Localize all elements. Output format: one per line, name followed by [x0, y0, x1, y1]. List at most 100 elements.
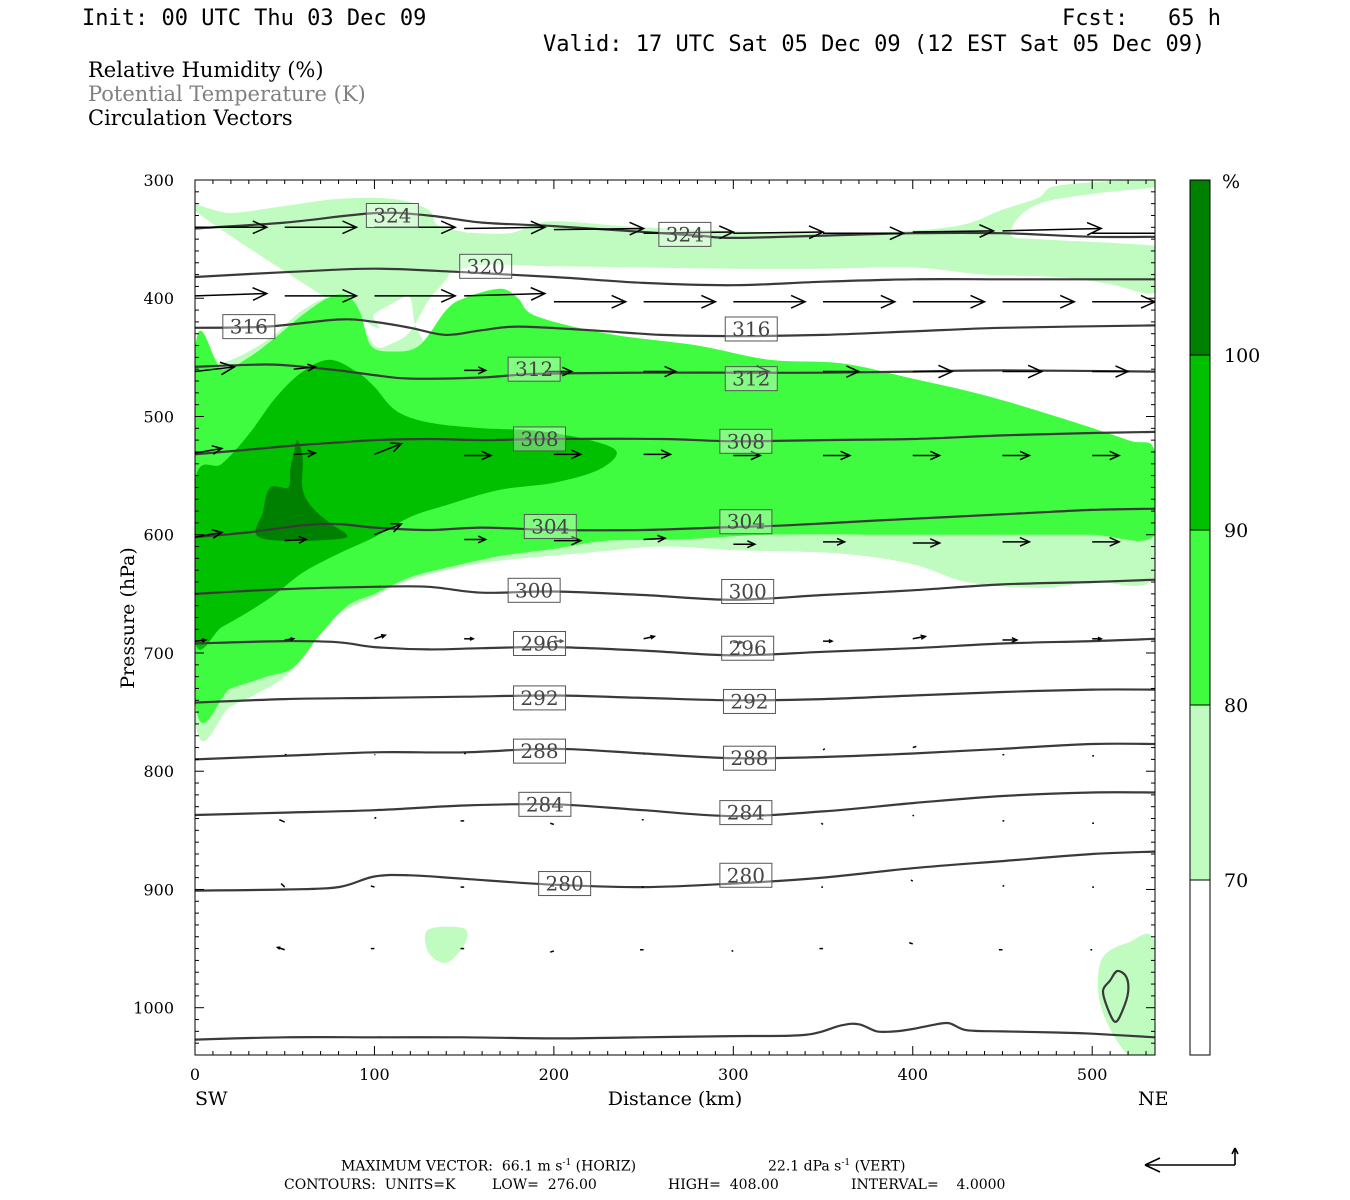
vector-head [1086, 221, 1103, 236]
vector-shaft [820, 822, 824, 826]
colorbar-label: 100 [1224, 345, 1260, 367]
x-tick-label: 200 [539, 1065, 570, 1084]
circulation-vector [908, 941, 913, 945]
colorbar-segment [1190, 355, 1210, 530]
theta-label-box [719, 509, 773, 535]
x-tick-label: 400 [897, 1065, 928, 1084]
circulation-vector [823, 294, 897, 309]
vector-shaft [912, 635, 926, 640]
theta-label: 304 [523, 513, 577, 539]
circulation-vector [464, 636, 475, 641]
vector-shaft [374, 816, 377, 820]
contours-units: CONTOURS: UNITS=K [284, 1177, 456, 1193]
y-axis-label: Pressure (hPa) [117, 547, 139, 689]
theta-308-line [195, 430, 1155, 456]
circulation-vector [1092, 365, 1130, 378]
axes: 0 100 200 300 400 500 300 400 500 600 700 800 900 100… [133, 171, 1155, 1084]
colorbar-label: 80 [1224, 695, 1248, 717]
vector-shaft [195, 531, 223, 538]
circulation-vector [1092, 450, 1121, 461]
circulation-vector [464, 366, 488, 375]
theta-label: 292 [513, 685, 567, 711]
vector-shaft [195, 447, 223, 454]
vector-shaft [910, 879, 914, 882]
theta-label-text: 312 [732, 367, 770, 391]
circulation-vector [370, 885, 375, 888]
vector-head [275, 946, 281, 950]
theta-292-line [195, 688, 1155, 704]
circulation-vector [553, 639, 565, 644]
colorbar: 70 80 90 100 [1189, 179, 1260, 1056]
init-time: Init: 00 UTC Thu 03 Dec 09 [82, 6, 427, 31]
vector-head [929, 538, 942, 548]
circulation-vector [550, 950, 555, 953]
vector-head [790, 294, 807, 309]
vector-head [657, 534, 667, 543]
vector-head [440, 288, 458, 303]
vector-head [1019, 536, 1032, 547]
theta-288-line [195, 742, 1155, 761]
theta-label-box [719, 428, 773, 454]
vector-head [970, 294, 987, 309]
vector-head [808, 225, 825, 240]
theta-label-box [721, 578, 775, 604]
circulation-vector [823, 365, 861, 378]
circulation-vector [912, 538, 942, 548]
circulation-vector [1002, 450, 1032, 461]
theta-label-text: 312 [515, 357, 553, 381]
circulation-vector [643, 449, 673, 460]
circulation-vector [293, 449, 318, 458]
circulation-vector [280, 883, 286, 888]
theta-label-box [719, 862, 773, 888]
vector-shaft [643, 635, 655, 640]
vector-head [307, 449, 318, 458]
theta-label-text: 284 [727, 801, 765, 825]
vector-head [840, 450, 852, 461]
theta-label-text: 324 [373, 203, 411, 227]
vector-shaft [279, 819, 286, 823]
theta-label-text: 300 [515, 578, 553, 602]
circulation-vector [733, 365, 772, 378]
vector-head [836, 537, 847, 546]
theta-label: 284 [518, 791, 572, 817]
x-tick-label: 100 [359, 1065, 390, 1084]
theta-label-box [459, 253, 513, 279]
circulation-vector [822, 748, 826, 751]
circulation-vector [1002, 221, 1103, 236]
vector-shaft [293, 452, 316, 456]
circulation-vector [1092, 536, 1121, 547]
vector-head [477, 366, 488, 375]
theta-label: 320 [459, 253, 513, 279]
theta-280-line [195, 850, 1155, 892]
circulation-vector [195, 220, 269, 235]
theta-label-text: 292 [520, 686, 558, 710]
theta-label: 308 [719, 428, 773, 454]
x-tick-label: 0 [190, 1065, 200, 1084]
theta-label-box [365, 202, 419, 228]
circulation-vector [374, 442, 404, 456]
circulation-vector [733, 225, 825, 240]
circulation-vector [1092, 636, 1103, 641]
theta-label-text: 288 [730, 746, 768, 770]
circulation-vector [284, 288, 359, 303]
theta-label-box [724, 366, 778, 392]
vector-head [747, 540, 757, 549]
vector-head [828, 639, 834, 644]
y-tick-label: 1000 [133, 999, 174, 1018]
circulation-vector [284, 637, 296, 642]
vector-head [929, 450, 942, 461]
circulation-vector [912, 450, 942, 461]
circulation-vector [823, 450, 852, 461]
circulation-vector [1002, 536, 1032, 547]
theta-label: 284 [719, 800, 773, 826]
vector-head [390, 522, 404, 533]
theta-300-line [195, 578, 1155, 601]
theta-label: 316 [724, 316, 778, 342]
contours-high: HIGH= 408.00 [668, 1177, 779, 1193]
vector-shaft [374, 442, 402, 456]
theta-label: 304 [719, 509, 773, 535]
theta-labels: 324 324 320 316 316 312 312 308 308 304 304 300 300 2… [222, 202, 778, 897]
theta-label-text: 280 [546, 872, 584, 896]
vector-shaft [293, 366, 316, 370]
